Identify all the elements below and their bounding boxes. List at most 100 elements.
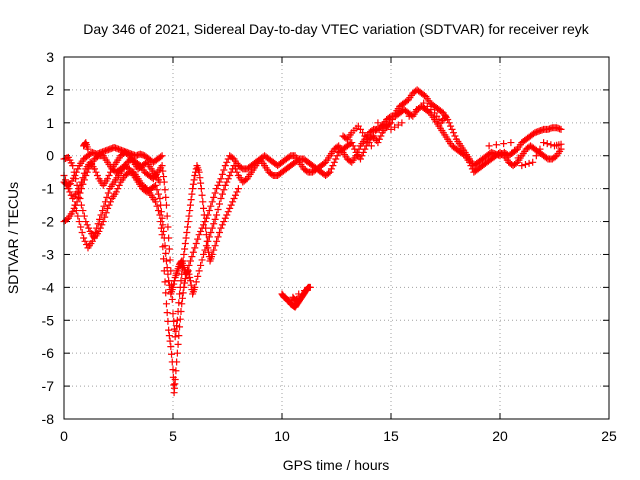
data-point	[195, 168, 203, 176]
data-point	[327, 165, 335, 173]
data-point	[178, 270, 186, 278]
data-point	[295, 290, 303, 298]
data-point	[163, 309, 171, 317]
data-point	[80, 169, 88, 177]
data-point	[326, 168, 334, 176]
data-point	[186, 257, 194, 265]
data-point	[72, 175, 80, 183]
data-point	[172, 367, 180, 375]
data-point	[231, 191, 239, 199]
data-point	[221, 162, 229, 170]
data-point	[514, 154, 522, 162]
data-point	[210, 193, 218, 201]
data-point	[540, 139, 548, 147]
data-point	[420, 99, 428, 107]
data-point	[198, 256, 206, 264]
data-point	[223, 158, 231, 166]
data-point	[104, 204, 112, 212]
data-point	[220, 186, 228, 194]
data-point	[467, 162, 475, 170]
data-point	[186, 207, 194, 215]
data-point	[221, 181, 229, 189]
data-point	[442, 112, 449, 120]
data-point	[233, 188, 241, 196]
data-point	[159, 167, 167, 175]
data-point	[330, 158, 338, 166]
data-point	[214, 205, 222, 213]
data-point	[172, 327, 180, 335]
data-point	[156, 195, 164, 203]
data-point	[374, 139, 382, 147]
data-point	[375, 135, 383, 143]
data-point	[105, 201, 113, 209]
data-point	[64, 185, 72, 193]
data-point	[192, 239, 200, 247]
data-point	[197, 227, 205, 235]
data-point	[210, 246, 218, 254]
data-point	[333, 152, 341, 160]
data-point	[170, 317, 178, 325]
x-tick-label: 15	[383, 428, 399, 444]
data-point	[189, 248, 197, 256]
data-point	[179, 289, 187, 297]
data-point	[165, 332, 173, 340]
data-point	[367, 142, 375, 150]
data-point	[168, 295, 176, 303]
data-point	[97, 211, 105, 219]
x-tick-label: 25	[601, 428, 617, 444]
data-point	[162, 201, 170, 209]
data-point	[202, 224, 210, 232]
data-point	[383, 123, 391, 131]
data-point	[197, 261, 205, 269]
data-point	[173, 322, 181, 330]
data-point	[88, 237, 96, 245]
data-point	[216, 200, 224, 208]
data-point	[301, 287, 309, 295]
data-point	[167, 343, 175, 351]
data-point	[197, 185, 205, 193]
y-tick-label: 1	[46, 115, 54, 131]
data-point	[112, 188, 120, 196]
data-point	[73, 188, 81, 196]
data-point	[168, 281, 176, 289]
data-point	[161, 242, 169, 250]
data-point	[213, 211, 221, 219]
data-point	[213, 237, 221, 245]
data-point	[226, 204, 234, 212]
data-point	[532, 152, 540, 160]
data-point	[372, 126, 380, 134]
data-point	[171, 333, 179, 341]
data-point	[157, 153, 165, 161]
x-tick-label: 10	[274, 428, 290, 444]
data-point	[211, 215, 219, 223]
data-point	[184, 266, 192, 274]
y-tick-label: 3	[46, 49, 54, 65]
data-point	[99, 218, 107, 226]
data-point	[166, 256, 174, 264]
data-point	[200, 250, 208, 258]
data-point	[96, 215, 104, 223]
y-tick-label: 0	[46, 148, 54, 164]
data-point	[90, 233, 98, 241]
data-point	[77, 223, 85, 231]
data-point	[211, 242, 219, 250]
data-point	[525, 159, 533, 167]
data-point	[423, 102, 431, 110]
data-point	[221, 214, 229, 222]
y-tick-label: -1	[42, 181, 55, 197]
data-point	[205, 248, 213, 256]
data-point	[173, 349, 181, 357]
data-point	[543, 140, 551, 148]
data-point	[159, 221, 167, 229]
data-point	[161, 186, 169, 194]
data-point	[451, 132, 459, 140]
data-point	[79, 207, 87, 215]
axis-ticks	[63, 56, 610, 420]
data-point	[208, 198, 216, 206]
data-point	[186, 201, 194, 209]
data-point	[66, 188, 74, 196]
data-point	[191, 283, 199, 291]
y-tick-label: -6	[42, 345, 55, 361]
data-point	[93, 171, 101, 179]
